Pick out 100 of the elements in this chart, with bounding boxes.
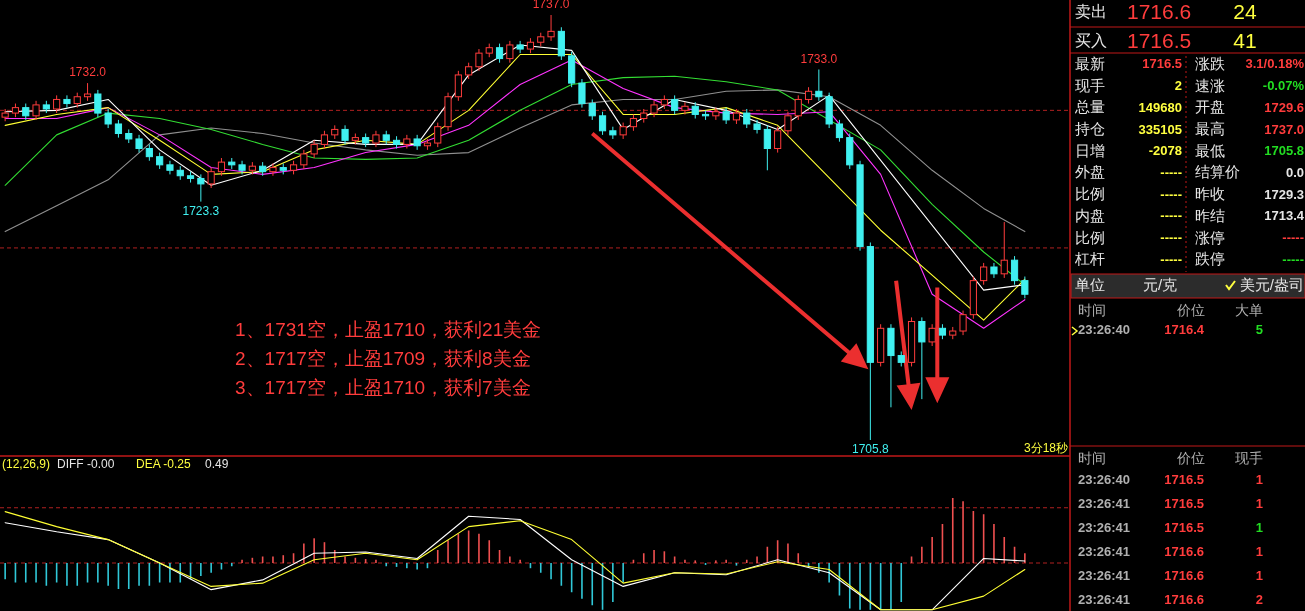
text: 1 xyxy=(1255,496,1263,512)
candlestick xyxy=(815,68,823,102)
candlestick xyxy=(671,94,679,115)
text: 美元/盎司 xyxy=(1239,275,1304,293)
text: 单位 xyxy=(1075,275,1105,293)
text: 1 xyxy=(1255,472,1263,488)
text: ----- xyxy=(1160,230,1182,246)
candlestick xyxy=(774,126,782,154)
candlestick xyxy=(835,119,844,143)
text: 最低 xyxy=(1195,141,1225,159)
text: 1705.8 xyxy=(1264,143,1304,159)
text: ----- xyxy=(1160,164,1182,180)
text: 跌停 xyxy=(1195,250,1225,268)
candlestick xyxy=(784,111,792,136)
text: 0.49 xyxy=(205,457,229,472)
text: DIFF -0.00 xyxy=(57,457,115,472)
text: 23:26:40 xyxy=(1078,472,1131,488)
text: 卖出 xyxy=(1075,3,1107,21)
text: 时间 xyxy=(1078,301,1106,318)
candlestick xyxy=(434,122,442,148)
text: 总量 xyxy=(1074,98,1105,116)
text: 1716.5 xyxy=(1164,472,1204,488)
text: 23:26:41 xyxy=(1078,496,1131,512)
text: 1737.0 xyxy=(1264,121,1304,137)
text: 价位 xyxy=(1176,301,1205,318)
text: 1729.3 xyxy=(1264,186,1304,202)
text: 昨收 xyxy=(1195,185,1225,203)
text: 0.0 xyxy=(1285,164,1304,180)
candlestick xyxy=(980,262,988,286)
candlestick xyxy=(269,162,277,177)
text: 3分18秒 xyxy=(1023,441,1068,456)
text: -2078 xyxy=(1148,143,1182,159)
text: (12,26,9) xyxy=(2,457,51,472)
text: 1716.6 xyxy=(1164,568,1204,584)
candlestick xyxy=(763,124,771,171)
text: 元/克 xyxy=(1142,275,1178,293)
text: 23:26:41 xyxy=(1078,568,1131,584)
text: 杠杆 xyxy=(1074,250,1105,268)
candlestick xyxy=(547,14,555,42)
text: 最高 xyxy=(1195,120,1225,138)
text: 涨停 xyxy=(1195,228,1225,246)
candlestick xyxy=(1021,276,1029,299)
text: ----- xyxy=(1160,208,1182,224)
text: 1716.6 xyxy=(1127,0,1192,23)
text: 2 xyxy=(1255,591,1263,607)
candlestick xyxy=(598,111,607,136)
text: 比例 xyxy=(1075,228,1105,246)
text: 23:26:41 xyxy=(1078,591,1131,607)
candlestick xyxy=(32,100,40,121)
text: DEA -0.25 xyxy=(136,457,192,472)
candlestick xyxy=(928,323,936,347)
text: 结算价 xyxy=(1195,163,1240,181)
candlestick xyxy=(712,107,720,121)
text: 24 xyxy=(1233,0,1257,23)
candlestick xyxy=(63,94,71,109)
text: ----- xyxy=(1160,186,1182,202)
text: 3.1/0.18% xyxy=(1245,56,1305,72)
candlestick xyxy=(794,94,802,121)
text: -0.07% xyxy=(1262,78,1305,94)
text: 23:26:41 xyxy=(1078,520,1131,536)
text: 335105 xyxy=(1138,121,1182,137)
text: 1 xyxy=(1255,544,1263,560)
annotation: 1737.0 xyxy=(532,0,570,12)
text: 1716.6 xyxy=(1164,591,1204,607)
text: 23:26:41 xyxy=(1078,544,1131,560)
text: 涨跌 xyxy=(1195,54,1225,72)
text: 1716.4 xyxy=(1164,322,1205,338)
candlestick xyxy=(609,126,617,140)
candlestick xyxy=(1010,255,1019,286)
text: 现手 xyxy=(1235,449,1263,466)
text: 23:26:40 xyxy=(1078,322,1131,338)
text: 现手 xyxy=(1075,76,1105,94)
annotation: 3、1717空，止盈1710，获利7美金 xyxy=(235,377,531,399)
text: 149680 xyxy=(1138,99,1182,115)
candlestick xyxy=(990,262,998,279)
text: 比例 xyxy=(1075,185,1105,203)
text: 开盘 xyxy=(1195,98,1225,116)
text: 时间 xyxy=(1078,449,1106,466)
text: 1716.5 xyxy=(1164,520,1204,536)
text: 1716.6 xyxy=(1164,544,1204,560)
text: 1 xyxy=(1255,520,1263,536)
candlestick xyxy=(1000,221,1008,279)
annotation: 1723.3 xyxy=(182,203,220,218)
candlestick xyxy=(300,149,308,170)
annotation: 1733.0 xyxy=(800,51,838,66)
candlestick xyxy=(341,124,349,145)
annotation: 1、1731空，止盈1710，获利21美金 xyxy=(235,319,542,341)
text: 持仓 xyxy=(1075,120,1105,138)
candlestick xyxy=(475,48,483,72)
annotation: 2、1717空，止盈1709，获利8美金 xyxy=(235,348,531,370)
candlestick xyxy=(588,98,596,121)
candlestick xyxy=(454,70,462,102)
text: 1716.5 xyxy=(1142,56,1182,72)
candlestick xyxy=(918,316,926,400)
text: 买入 xyxy=(1075,32,1107,50)
text: 价位 xyxy=(1176,449,1205,466)
candlestick xyxy=(506,40,514,64)
candlestick xyxy=(207,167,215,189)
candlestick xyxy=(753,119,761,135)
candlestick xyxy=(681,101,689,115)
